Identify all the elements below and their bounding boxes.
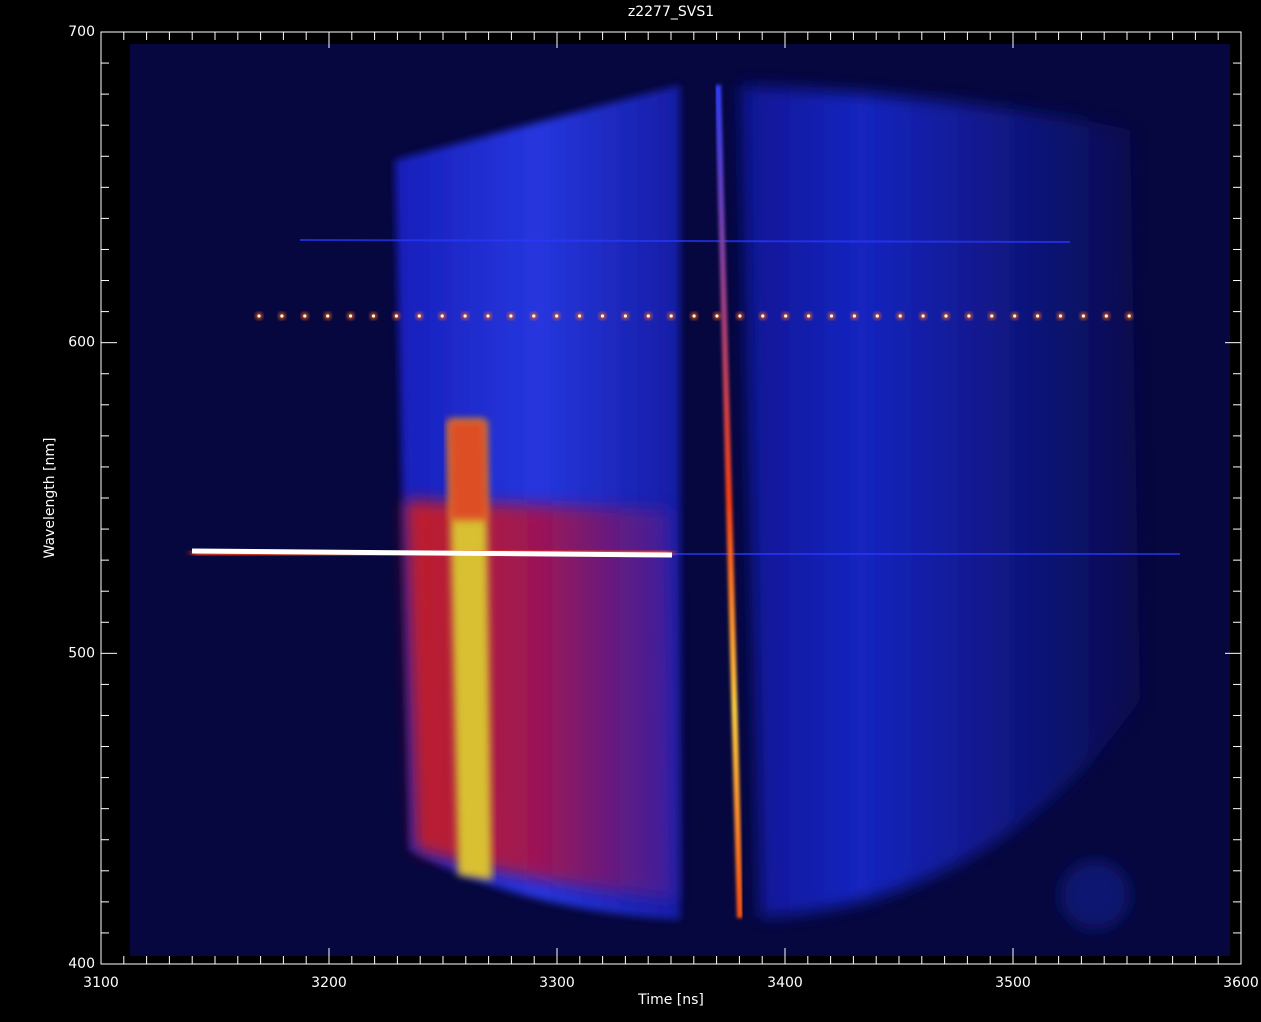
dot-core	[876, 314, 879, 317]
dot-core	[326, 314, 329, 317]
y-tick-label: 400	[68, 956, 95, 972]
dot-core	[418, 314, 421, 317]
dot-core	[670, 314, 673, 317]
image	[130, 44, 1230, 956]
dot-core	[349, 314, 352, 317]
dot-core	[693, 314, 696, 317]
dot-core	[990, 314, 993, 317]
dot-core	[464, 314, 467, 317]
dot-core	[830, 314, 833, 317]
dot-core	[578, 314, 581, 317]
y-axis-label: Wavelength [nm]	[42, 438, 58, 559]
dot-core	[1059, 314, 1062, 317]
x-axis-label: Time [ns]	[637, 992, 704, 1008]
dot-core	[395, 314, 398, 317]
dot-core	[853, 314, 856, 317]
page: {"chart_data": {"type": "image", "title"…	[0, 0, 1261, 1018]
dot-core	[555, 314, 558, 317]
x-tick-label: 3600	[1223, 975, 1259, 991]
chart: 3100 3200 3300 3400 3500 3600 400 500 600 700 z22…	[0, 0, 1261, 1018]
dot-core	[601, 314, 604, 317]
dot-core	[944, 314, 947, 317]
dot-core	[486, 314, 489, 317]
dot-core	[532, 314, 535, 317]
x-tick-label: 3400	[767, 975, 803, 991]
dot-core	[1105, 314, 1108, 317]
dot-core	[1013, 314, 1016, 317]
dot-core	[257, 314, 260, 317]
y-tick-label: 700	[68, 24, 95, 40]
dot-core	[441, 314, 444, 317]
dot-core	[967, 314, 970, 317]
dot-core	[922, 314, 925, 317]
dot-core	[899, 314, 902, 317]
x-tick-label: 3300	[539, 975, 575, 991]
dot-core	[372, 314, 375, 317]
dot-core	[807, 314, 810, 317]
dot-core	[784, 314, 787, 317]
dot-core	[761, 314, 764, 317]
dot-core	[1036, 314, 1039, 317]
dot-core	[1082, 314, 1085, 317]
dot-core	[1128, 314, 1131, 317]
dot-core	[280, 314, 283, 317]
y-tick-label: 600	[68, 335, 95, 351]
dot-core	[715, 314, 718, 317]
dot-core	[624, 314, 627, 317]
dot-core	[647, 314, 650, 317]
y-tick-label: 500	[68, 645, 95, 661]
x-tick-label: 3100	[83, 975, 119, 991]
dot-core	[509, 314, 512, 317]
x-tick-label: 3200	[311, 975, 347, 991]
x-tick-label: 3500	[995, 975, 1031, 991]
dot-core	[303, 314, 306, 317]
dot-core	[738, 314, 741, 317]
chart-title: z2277_SVS1	[628, 4, 714, 20]
